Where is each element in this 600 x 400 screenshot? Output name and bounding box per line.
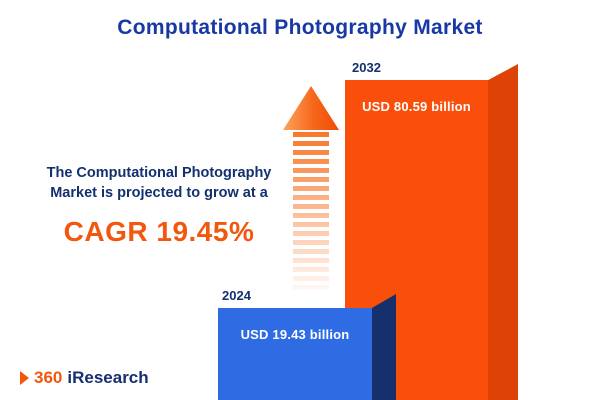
logo-text-360: 360 [34, 368, 63, 387]
description-text: The Computational Photography Market is … [46, 165, 272, 202]
bar-2032-side-face [488, 64, 518, 400]
growth-arrow-stripes-icon [293, 132, 329, 290]
bar-year-label-2024: 2024 [222, 288, 251, 303]
bar-2032-value-label: USD 80.59 billion [362, 99, 471, 114]
bar-2024: USD 19.43 billion [218, 308, 372, 400]
bar-2024-value-label: USD 19.43 billion [240, 327, 350, 342]
growth-arrow-head-icon [283, 86, 339, 130]
company-logo: 360 iResearch [20, 368, 149, 388]
market-description: The Computational Photography Market is … [28, 163, 290, 251]
cagr-value: CAGR 19.45% [63, 215, 255, 247]
bar-2024-side-face [372, 294, 396, 400]
page-title: Computational Photography Market [117, 16, 483, 39]
logo-mark-icon [20, 371, 29, 385]
bar-year-label-2032: 2032 [352, 60, 381, 75]
logo-text-iresearch: iResearch [67, 368, 149, 387]
